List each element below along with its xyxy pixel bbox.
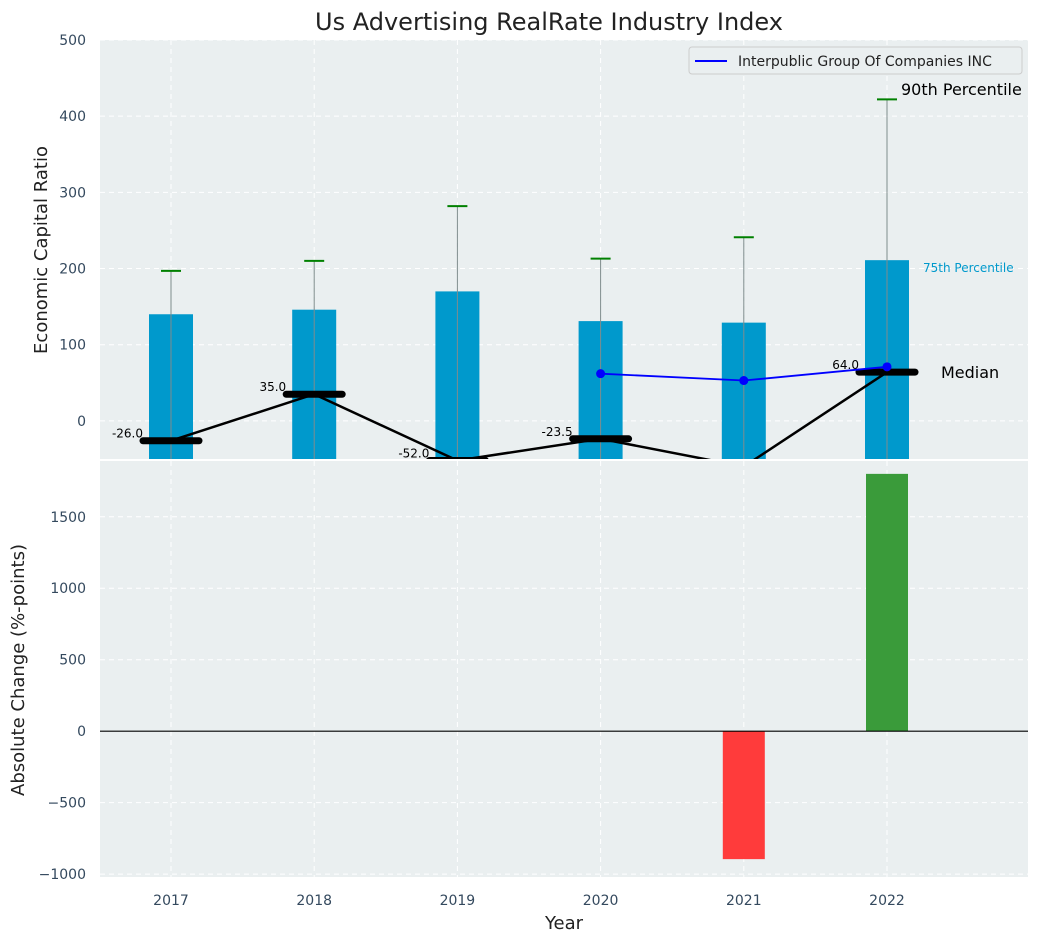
x-tick-2019: 2019 <box>440 893 476 909</box>
median-markers: -26.0 35.0 -52.0 -23.5 64.0 <box>112 358 919 461</box>
company-point-2020 <box>596 369 606 379</box>
chart-title: Us Advertising RealRate Industry Index <box>315 8 783 36</box>
x-tick-2021: 2021 <box>726 893 762 909</box>
top-y-tick-0: 0 <box>77 414 86 430</box>
change-bars <box>100 473 1028 860</box>
company-series <box>596 362 892 386</box>
bottom-y-tick-500: 500 <box>59 653 86 669</box>
x-axis-label: Year <box>544 913 584 934</box>
legend-label-company: Interpublic Group Of Companies INC <box>738 54 992 70</box>
p90-whiskers <box>161 98 897 459</box>
median-label-2017: -26.0 <box>112 427 143 441</box>
change-bar-2022 <box>866 473 908 732</box>
x-tick-2020: 2020 <box>583 893 619 909</box>
bottom-y-tick--500: −500 <box>48 796 86 812</box>
x-tick-2018: 2018 <box>296 893 332 909</box>
median-label-2020: -23.5 <box>542 425 573 439</box>
median-label-2022: 64.0 <box>832 358 859 372</box>
top-y-tick-200: 200 <box>59 262 86 278</box>
x-tick-2017: 2017 <box>153 893 189 909</box>
median-line <box>170 371 888 459</box>
p75-annotation: 75th Percentile <box>923 261 1014 275</box>
legend: Interpublic Group Of Companies INC <box>688 46 1023 75</box>
bottom-y-tick-labels: −1000 −500 0 500 1000 1500 <box>39 510 86 883</box>
company-point-2021 <box>739 376 749 386</box>
top-y-tick-300: 300 <box>59 185 86 201</box>
bottom-gridlines <box>100 461 1028 877</box>
top-y-tick-labels: 0 100 200 300 400 500 <box>59 33 86 430</box>
bottom-y-tick--1000: −1000 <box>39 867 86 883</box>
bottom-y-tick-1000: 1000 <box>50 581 86 597</box>
bottom-y-tick-1500: 1500 <box>50 510 86 526</box>
bottom-y-tick-0: 0 <box>77 724 86 740</box>
median-label-2019: -52.0 <box>398 447 429 461</box>
x-tick-labels: 2017 2018 2019 2020 2021 2022 <box>153 893 905 909</box>
company-point-2022 <box>882 362 892 372</box>
top-y-tick-400: 400 <box>59 109 86 125</box>
median-annotation: Median <box>941 363 999 382</box>
x-tick-2022: 2022 <box>869 893 905 909</box>
top-y-tick-100: 100 <box>59 338 86 354</box>
p90-annotation: 90th Percentile <box>901 80 1022 99</box>
median-label-2018: 35.0 <box>259 380 286 394</box>
bottom-y-axis-label: Absolute Change (%-points) <box>8 544 29 796</box>
top-y-tick-500: 500 <box>59 33 86 49</box>
change-bar-2021 <box>722 731 765 860</box>
top-y-axis-label: Economic Capital Ratio <box>31 146 52 354</box>
